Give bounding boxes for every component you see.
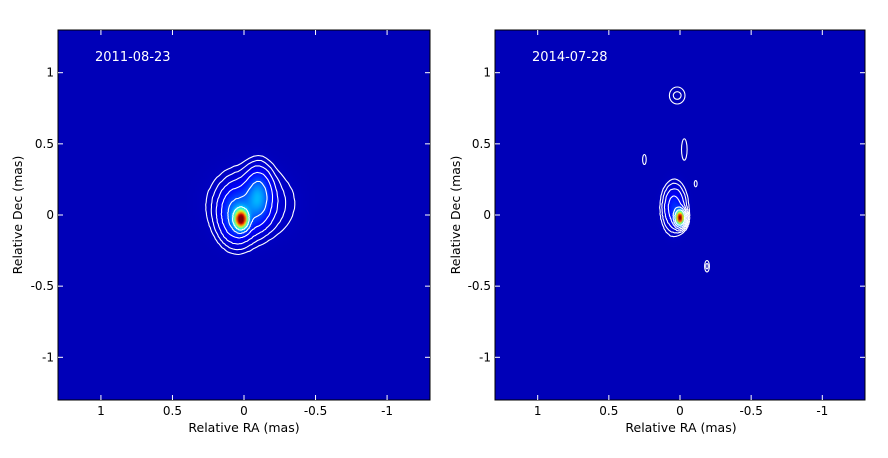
isolated-contour — [680, 138, 688, 161]
intensity-map-right — [495, 30, 865, 400]
isolated-contour — [668, 86, 686, 105]
y-axis-label-left: Relative Dec (mas) — [10, 156, 25, 275]
contour-level-6 — [232, 206, 250, 231]
x-tick-label: -1 — [381, 404, 393, 418]
x-tick-label: 0 — [676, 404, 684, 418]
contour-level-5 — [672, 206, 687, 229]
ticks-left: 1 0.5 0 -0.5 -1 1 0.5 0 -0.5 -1 — [31, 30, 430, 418]
y-tick-label: 0 — [483, 208, 491, 222]
contour-level-4 — [220, 171, 274, 239]
y-tick-label: 0.5 — [35, 137, 54, 151]
x-tick-label: -0.5 — [304, 404, 327, 418]
intensity-map-left — [58, 30, 430, 400]
contour-level-5 — [227, 180, 268, 235]
x-tick-label: 1 — [534, 404, 542, 418]
x-axis-label-left: Relative RA (mas) — [188, 420, 299, 435]
y-tick-label: 1 — [46, 66, 54, 80]
isolated-contour — [704, 259, 710, 273]
epoch-label-left: 2011-08-23 — [95, 50, 171, 65]
contour-level-3 — [663, 188, 689, 232]
panel-right: 1 0.5 0 -0.5 -1 1 0.5 0 -0.5 -1 2014-07-28 Relati… — [448, 29, 866, 435]
contours-right — [642, 86, 710, 273]
contour-level-4 — [667, 195, 688, 230]
y-tick-label: -0.5 — [468, 279, 491, 293]
x-axis-label-right: Relative RA (mas) — [625, 420, 736, 435]
isolated-contour-inner — [705, 263, 709, 270]
y-tick-label: 0 — [46, 208, 54, 222]
x-tick-label: 0.5 — [163, 404, 182, 418]
contour-level-6 — [674, 209, 686, 226]
y-tick-label: -1 — [42, 350, 54, 364]
x-tick-label: -1 — [816, 404, 828, 418]
isolated-contour — [693, 180, 698, 188]
y-tick-label: 1 — [483, 66, 491, 80]
y-axis-label-right: Relative Dec (mas) — [448, 156, 463, 275]
contour-level-1 — [659, 178, 691, 238]
isolated-contour — [642, 153, 647, 166]
panel-left: 1 0.5 0 -0.5 -1 1 0.5 0 -0.5 -1 2011-08-23 Relati… — [10, 29, 431, 435]
contour-level-3 — [215, 165, 279, 245]
epoch-label-right: 2014-07-28 — [532, 50, 608, 65]
contour-level-2 — [210, 159, 287, 251]
ticks-right: 1 0.5 0 -0.5 -1 1 0.5 0 -0.5 -1 — [468, 30, 865, 418]
y-tick-label: 0.5 — [472, 137, 491, 151]
isolated-contour-inner — [672, 91, 682, 100]
x-tick-label: 1 — [97, 404, 105, 418]
contours-left — [205, 154, 296, 256]
x-tick-label: 0 — [240, 404, 248, 418]
x-tick-label: -0.5 — [739, 404, 762, 418]
contour-level-1 — [205, 154, 296, 256]
y-tick-label: -1 — [479, 350, 491, 364]
y-tick-label: -0.5 — [31, 279, 54, 293]
x-tick-label: 0.5 — [599, 404, 618, 418]
